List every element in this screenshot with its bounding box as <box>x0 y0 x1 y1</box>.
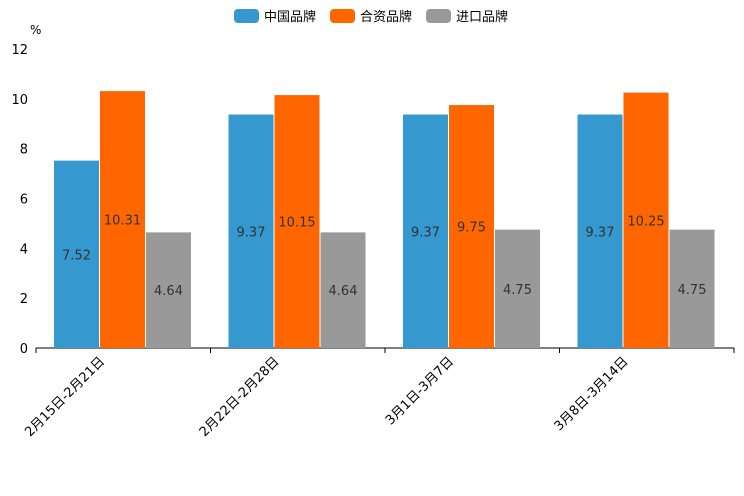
bar-series-2-cat-3 <box>669 229 715 348</box>
data-label-series-1-cat-0: 10.31 <box>104 214 141 229</box>
legend-item-2[interactable]: 进口品牌 <box>426 9 508 25</box>
data-label-series-2-cat-3: 4.75 <box>678 283 707 298</box>
data-label-series-0-cat-2: 9.37 <box>411 225 440 240</box>
y-tick-label-2: 2 <box>20 292 28 307</box>
legend-item-0[interactable]: 中国品牌 <box>234 9 316 25</box>
data-label-series-0-cat-1: 9.37 <box>237 225 266 240</box>
y-tick-label-10: 10 <box>11 93 28 108</box>
legend-item-1[interactable]: 合资品牌 <box>330 9 412 25</box>
data-label-series-2-cat-1: 4.64 <box>329 284 358 299</box>
bar-series-1-cat-1 <box>274 95 320 349</box>
legend-swatch-0 <box>234 9 259 23</box>
legend-swatch-2 <box>426 9 451 23</box>
x-axis: 2月15日-2月21日 2月22日-2月28日 3月1日-3月7日 3月8日-3月14… <box>22 347 735 440</box>
y-tick-label-0: 0 <box>20 342 28 357</box>
data-label-series-2-cat-2: 4.75 <box>503 283 532 298</box>
bar-series-2-cat-2 <box>495 229 540 348</box>
bar-series-2-cat-1 <box>320 232 366 348</box>
bar-series-0-cat-0 <box>54 160 99 348</box>
data-label-series-0-cat-0: 7.52 <box>62 248 91 263</box>
legend: 中国品牌 合资品牌 进口品牌 <box>234 9 508 25</box>
bar-series-1-cat-0 <box>100 91 145 349</box>
data-label-series-1-cat-2: 9.75 <box>457 221 486 236</box>
data-label-series-1-cat-3: 10.25 <box>627 214 664 229</box>
data-label-series-0-cat-3: 9.37 <box>586 225 615 240</box>
bar-series-0-cat-3 <box>577 114 623 349</box>
y-tick-label-4: 4 <box>20 242 28 257</box>
data-label-series-2-cat-0: 4.64 <box>154 284 183 299</box>
y-tick-label-12: 12 <box>11 43 28 58</box>
bar-series-1-cat-3 <box>623 92 669 349</box>
x-category-label-1: 2月22日-2月28日 <box>197 354 283 440</box>
x-category-label-3: 3月8日-3月14日 <box>552 354 632 434</box>
data-label-series-1-cat-1: 10.15 <box>278 216 315 231</box>
y-axis: 0 2 4 6 8 10 12 <box>11 43 28 357</box>
x-category-label-2: 3月1日-3月7日 <box>383 354 457 428</box>
y-axis-unit-label: % <box>30 23 41 37</box>
bar-series-0-cat-2 <box>403 114 448 349</box>
legend-label-1: 合资品牌 <box>360 9 412 25</box>
bar-series-2-cat-0 <box>146 232 191 348</box>
data-labels: 7.52 9.37 9.37 9.37 10.31 10.15 9.75 10.25 4.64 4… <box>62 214 706 300</box>
bar-series-1-cat-2 <box>449 105 494 348</box>
legend-swatch-1 <box>330 9 355 23</box>
x-category-label-0: 2月15日-2月21日 <box>22 354 108 440</box>
bar-series-0-cat-1 <box>228 114 274 349</box>
y-tick-label-6: 6 <box>20 193 28 208</box>
legend-label-0: 中国品牌 <box>264 9 316 25</box>
legend-label-2: 进口品牌 <box>456 9 508 25</box>
y-tick-label-8: 8 <box>20 143 28 158</box>
bars <box>54 91 715 349</box>
